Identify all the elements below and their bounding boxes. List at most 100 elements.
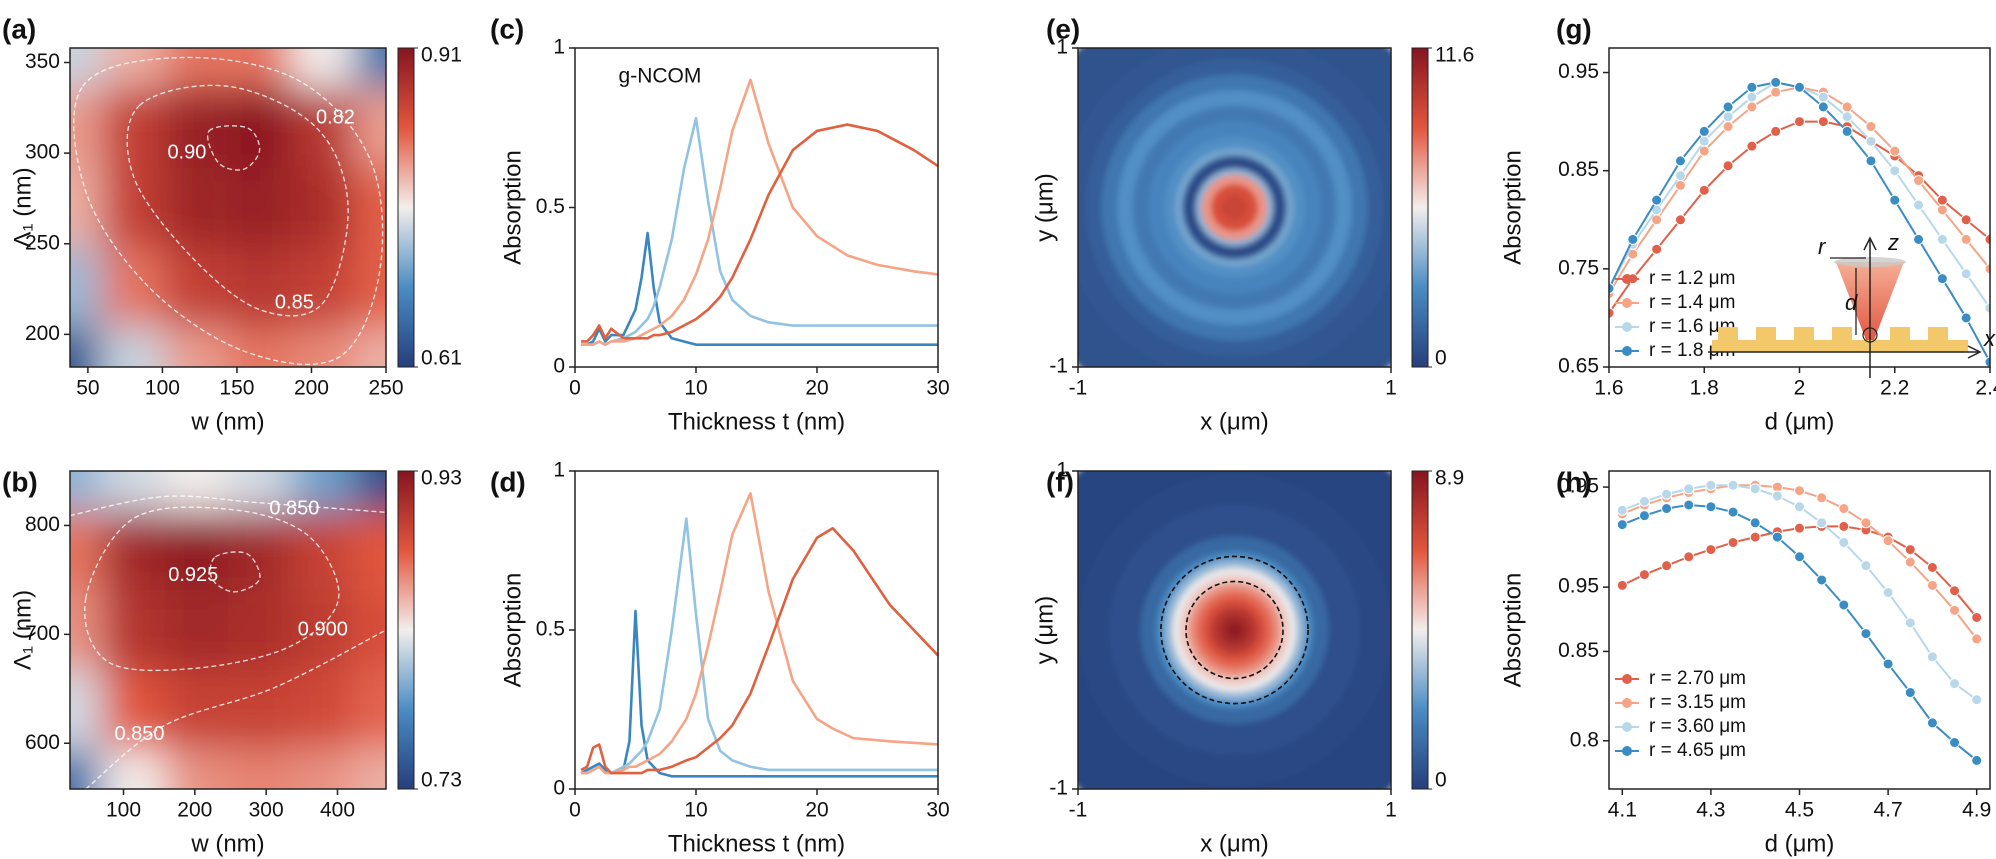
x-tick-label: 20 — [805, 799, 828, 822]
plot-frame — [69, 47, 387, 368]
x-axis-label: x (μm) — [1200, 408, 1268, 435]
data-point — [1705, 544, 1717, 556]
heat-cell — [164, 471, 228, 511]
colorbar — [397, 470, 415, 790]
data-point — [1616, 504, 1628, 516]
data-point — [1651, 243, 1663, 255]
panel-label: (b) — [2, 466, 38, 497]
x-tick-label: 0 — [569, 377, 581, 400]
x-tick-label: 10 — [684, 377, 707, 400]
pillar — [1718, 327, 1738, 341]
legend-label: r = 1.2 μm — [1649, 268, 1735, 289]
data-point — [1705, 501, 1717, 513]
contour-label: 0.900 — [298, 618, 348, 640]
inset-label: r — [1818, 234, 1827, 259]
data-point — [1936, 204, 1948, 216]
data-point — [1960, 233, 1972, 245]
x-tick-label: 1.8 — [1690, 377, 1719, 400]
y-tick-label: 0.65 — [1558, 355, 1599, 378]
data-point — [1661, 488, 1673, 500]
data-point — [1727, 479, 1739, 491]
x-tick-label: 10 — [684, 799, 707, 822]
data-point — [1770, 86, 1782, 98]
data-point — [1841, 111, 1853, 123]
y-tick-label: 0.8 — [1570, 728, 1599, 751]
data-point — [1841, 125, 1853, 137]
data-point — [1746, 81, 1758, 93]
heat-cell — [164, 749, 228, 789]
heat-cell — [354, 590, 386, 670]
x-tick-label: 100 — [106, 799, 141, 822]
heat-cell — [163, 167, 228, 248]
data-point — [1926, 579, 1938, 591]
heat-cell — [70, 247, 102, 328]
data-point — [1651, 194, 1663, 206]
data-point — [1926, 717, 1938, 729]
legend-marker — [1622, 722, 1632, 732]
heat-cell — [70, 669, 102, 750]
data-point — [1882, 586, 1894, 598]
x-axis-label: w (nm) — [190, 830, 264, 857]
y-tick-label: 0.85 — [1558, 158, 1599, 181]
z-arrow — [1863, 236, 1877, 251]
y-tick-label: -1 — [1049, 355, 1068, 378]
panel-label: (h) — [1556, 466, 1592, 497]
data-point — [1771, 490, 1783, 502]
data-point — [1882, 658, 1894, 670]
legend-label: r = 2.70 μm — [1649, 668, 1746, 689]
heat-cell — [101, 669, 165, 750]
data-point — [1816, 517, 1828, 529]
y-tick-label: 200 — [25, 322, 60, 345]
heat-cell — [163, 247, 228, 328]
data-point — [1838, 503, 1850, 515]
pillar — [1832, 327, 1852, 341]
data-point — [1889, 194, 1901, 206]
data-point — [1746, 101, 1758, 113]
contour-label: 0.925 — [168, 564, 218, 586]
y-tick-label: 0.5 — [536, 195, 565, 218]
data-point — [1971, 754, 1983, 766]
contour-label: 0.82 — [316, 106, 355, 128]
heat-cell — [291, 510, 355, 591]
data-point — [1638, 495, 1650, 507]
heat-cell — [354, 510, 386, 591]
heat-cell — [228, 749, 292, 789]
data-point — [1683, 499, 1695, 511]
legend-marker — [1622, 274, 1632, 284]
x-tick-label: 200 — [294, 377, 329, 400]
contour-label: 0.85 — [275, 291, 314, 313]
y-tick-label: 1 — [1056, 36, 1068, 59]
plot-frame — [69, 470, 387, 790]
data-point — [1865, 135, 1877, 147]
heat-cell — [70, 510, 102, 591]
heat-cell — [70, 749, 102, 789]
cbar-tick-label: 0.73 — [421, 769, 462, 792]
y-axis-label: Absorption — [1499, 573, 1526, 688]
data-point — [1794, 81, 1805, 93]
panel-label: (f) — [1046, 466, 1074, 497]
heat-cell — [290, 247, 354, 328]
contour-label: 0.850 — [269, 497, 319, 519]
data-point — [1683, 551, 1695, 563]
legend-marker — [1622, 322, 1632, 332]
data-point — [1817, 101, 1829, 113]
data-point — [1913, 233, 1925, 245]
panel-label: (a) — [2, 13, 36, 44]
data-point — [1638, 569, 1650, 581]
plot-frame — [1077, 470, 1392, 790]
legend-marker — [1622, 298, 1632, 308]
legend-label: r = 3.60 μm — [1649, 716, 1746, 737]
x-tick-label: 20 — [805, 377, 828, 400]
y-tick-label: 0.95 — [1558, 60, 1599, 83]
data-point — [1674, 170, 1686, 182]
heat-cell — [70, 48, 102, 88]
heat-cell — [290, 48, 354, 88]
plot-area — [70, 471, 386, 789]
cbar-tick-label: 0 — [1435, 347, 1447, 370]
data-point — [1926, 561, 1938, 573]
plot-frame — [1077, 47, 1392, 368]
panel-label: (c) — [490, 13, 524, 44]
contour-line — [207, 125, 261, 171]
series-line — [580, 609, 938, 778]
x-tick-label: 150 — [219, 377, 254, 400]
